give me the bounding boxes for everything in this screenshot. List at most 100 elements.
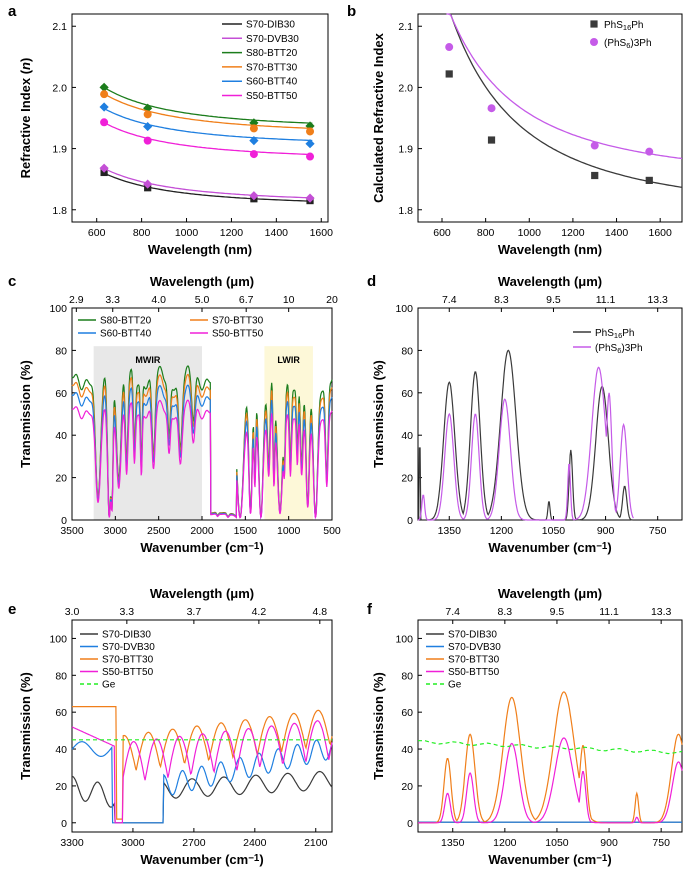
top-tick-label: 7.4 [442, 294, 457, 306]
top-axis-title: Wavelength (μm) [498, 274, 602, 289]
x-tick-label: 1200 [490, 525, 514, 537]
spectrum-S50-BTT50 [71, 399, 333, 520]
x-tick-label: 750 [652, 837, 670, 849]
x-tick-label: 1050 [542, 525, 566, 537]
y-tick-label: 100 [395, 303, 413, 315]
top-tick-label: 4.0 [151, 294, 166, 306]
fit-line-(PhS6)3Ph [446, 13, 683, 160]
x-tick-label: 2700 [182, 837, 206, 849]
top-axis-title: Wavelength (μm) [498, 586, 602, 601]
x-tick-label: 1200 [220, 227, 244, 239]
legend-label: Ge [102, 680, 116, 691]
band-MWIR [93, 346, 202, 520]
x-tick-label: 1200 [493, 837, 517, 849]
y-axis-title: Transmission (%) [371, 360, 386, 468]
x-tick-label: 1600 [649, 227, 673, 239]
data-point-S60-BTT40 [99, 102, 109, 112]
spectrum-PhS16Ph [417, 349, 634, 521]
top-tick-label: 20 [326, 294, 338, 306]
panel-letter: e [8, 601, 16, 618]
data-point-S70-BTT30 [306, 127, 315, 136]
data-point-PhS16Ph [487, 136, 496, 144]
spectrum-S70-BTT30 [418, 691, 683, 824]
top-tick-label: 3.3 [105, 294, 120, 306]
series-line-S70-DVB30 [100, 166, 313, 199]
legend-label: PhS16Ph [604, 20, 643, 32]
y-tick-label: 80 [55, 345, 67, 357]
data-point-S50-BTT50 [249, 150, 258, 159]
top-tick-label: 13.3 [651, 606, 672, 618]
data-point-S80-BTT20 [99, 82, 109, 93]
series-line-S70-DIB30 [100, 171, 313, 202]
spectrum-S50-BTT50 [71, 720, 333, 824]
y-tick-label: 20 [401, 473, 413, 485]
y-axis-title: Refractive Index (n) [18, 58, 33, 179]
x-tick-label: 1000 [175, 227, 199, 239]
top-tick-label: 4.2 [252, 606, 267, 618]
data-point-S60-BTT40 [143, 121, 153, 132]
x-axis-title: Wavelength (nm) [498, 242, 602, 257]
legend-label: S70-DVB30 [102, 642, 155, 653]
x-axis-title: Wavenumber (cm−1) [140, 540, 263, 555]
y-tick-label: 60 [55, 388, 67, 400]
data-point-(PhS6)3Ph [645, 147, 654, 156]
x-tick-label: 900 [597, 525, 615, 537]
x-tick-label: 3000 [121, 837, 145, 849]
data-point-S50-BTT50 [306, 152, 315, 161]
fit-line-PhS16Ph [448, 13, 683, 188]
legend-label: S50-BTT50 [102, 667, 154, 678]
data-point-S70-BTT30 [143, 110, 152, 119]
x-tick-label: 600 [88, 227, 106, 239]
legend-label: S80-BTT20 [100, 316, 152, 327]
y-tick-label: 40 [401, 430, 413, 442]
x-tick-label: 800 [477, 227, 495, 239]
panel-e: 3300 3000 2700 2400 2100 0 20 40 60 80 100 3.0 3.3 3.… [8, 586, 333, 867]
legend-label: S70-BTT30 [212, 316, 264, 327]
data-point-PhS16Ph [645, 176, 653, 184]
x-tick-label: 1500 [234, 525, 258, 537]
band-label: LWIR [277, 355, 300, 365]
y-tick-label: 20 [401, 781, 413, 793]
spectrum-S70-DIB30 [71, 770, 333, 824]
legend-label: PhS16Ph [595, 328, 634, 340]
panel-letter: d [367, 273, 376, 290]
legend-label: S70-BTT30 [102, 655, 154, 666]
y-axis-title: Transmission (%) [371, 672, 386, 780]
legend-label: S80-BTT20 [246, 48, 298, 59]
top-tick-label: 10 [283, 294, 295, 306]
y-tick-label: 40 [55, 430, 67, 442]
y-tick-label: 40 [401, 744, 413, 756]
x-axis-title: Wavenumber (cm−1) [488, 852, 611, 867]
y-tick-label: 2.1 [398, 21, 413, 33]
y-tick-label: 80 [401, 345, 413, 357]
spectrum-(PhS6)3Ph [417, 366, 634, 521]
legend-label: (PhS6)3Ph [595, 343, 643, 355]
top-tick-label: 5.0 [195, 294, 210, 306]
legend-label: S70-BTT30 [246, 62, 298, 73]
panel-letter: a [8, 3, 17, 20]
top-tick-label: 4.8 [313, 606, 328, 618]
x-tick-label: 3300 [60, 837, 84, 849]
y-tick-label: 60 [55, 707, 67, 719]
top-tick-label: 2.9 [69, 294, 84, 306]
y-axis-title: Transmission (%) [18, 672, 33, 780]
top-tick-label: 11.1 [599, 606, 619, 618]
data-point-S60-BTT40 [249, 136, 259, 146]
data-point-(PhS6)3Ph [487, 104, 496, 113]
data-point-PhS16Ph [591, 171, 599, 180]
top-tick-label: 3.0 [65, 606, 80, 618]
x-tick-label: 900 [600, 837, 618, 849]
spectrum-S50-BTT50 [418, 737, 683, 824]
y-tick-label: 100 [49, 303, 67, 315]
y-tick-label: 2.0 [52, 82, 67, 94]
panel-c: MWIR LWIR 3500 3000 2500 2000 1500 1000 500 0 20 40… [8, 273, 341, 555]
panel-b: 600 800 1000 1200 1400 1600 1.8 1.9 2.0 2.1 b Wavel… [347, 3, 683, 257]
panel-d: 1350 1200 1050 900 750 0 20 40 60 80 100 7.4 8.3 9.5 1… [367, 273, 683, 555]
x-tick-label: 750 [649, 525, 667, 537]
y-tick-label: 0 [61, 515, 67, 527]
panel-letter: b [347, 3, 356, 20]
data-point-S70-DVB30 [143, 179, 153, 189]
x-axis-title: Wavelength (nm) [148, 242, 252, 257]
data-point-S50-BTT50 [100, 118, 109, 127]
top-tick-label: 9.5 [550, 606, 565, 618]
